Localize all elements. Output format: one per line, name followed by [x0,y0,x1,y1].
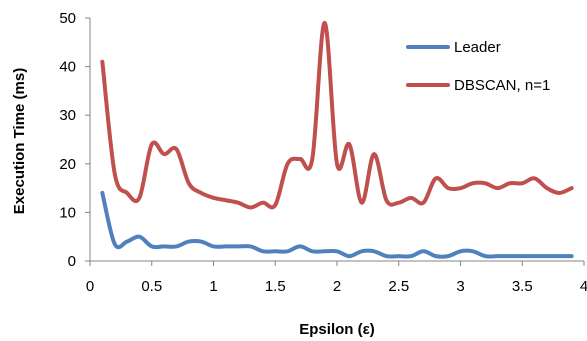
y-axis-title: Execution Time (ms) [11,68,28,214]
axes [89,18,584,262]
legend-label-leader: Leader [454,39,501,56]
y-tick-label: 40 [59,59,76,76]
x-tick-label: 3.5 [512,278,533,295]
y-tick-label: 30 [59,107,76,124]
legend: Leader DBSCAN, n=1 [406,39,550,94]
x-axis-ticks: 0 0.5 1 1.5 2 2.5 3 3.5 4 [86,261,587,295]
y-tick-label: 20 [59,156,76,173]
y-tick-label: 50 [59,10,76,27]
legend-label-dbscan: DBSCAN, n=1 [454,77,550,94]
x-tick-label: 2.5 [388,278,409,295]
y-tick-label: 0 [68,253,76,270]
x-tick-label: 0 [86,278,94,295]
y-tick-label: 10 [59,204,76,221]
x-tick-label: 1 [209,278,217,295]
x-tick-label: 4 [580,278,587,295]
x-tick-label: 3 [456,278,464,295]
x-axis-title: Epsilon (ε) [299,321,374,338]
series-line-dbscan [100,20,574,210]
series-line-leader [100,190,574,259]
x-tick-label: 1.5 [265,278,286,295]
y-axis-ticks: 0 10 20 30 40 50 [59,10,90,270]
x-tick-label: 0.5 [141,278,162,295]
x-tick-label: 2 [333,278,341,295]
series-layer [100,20,574,259]
